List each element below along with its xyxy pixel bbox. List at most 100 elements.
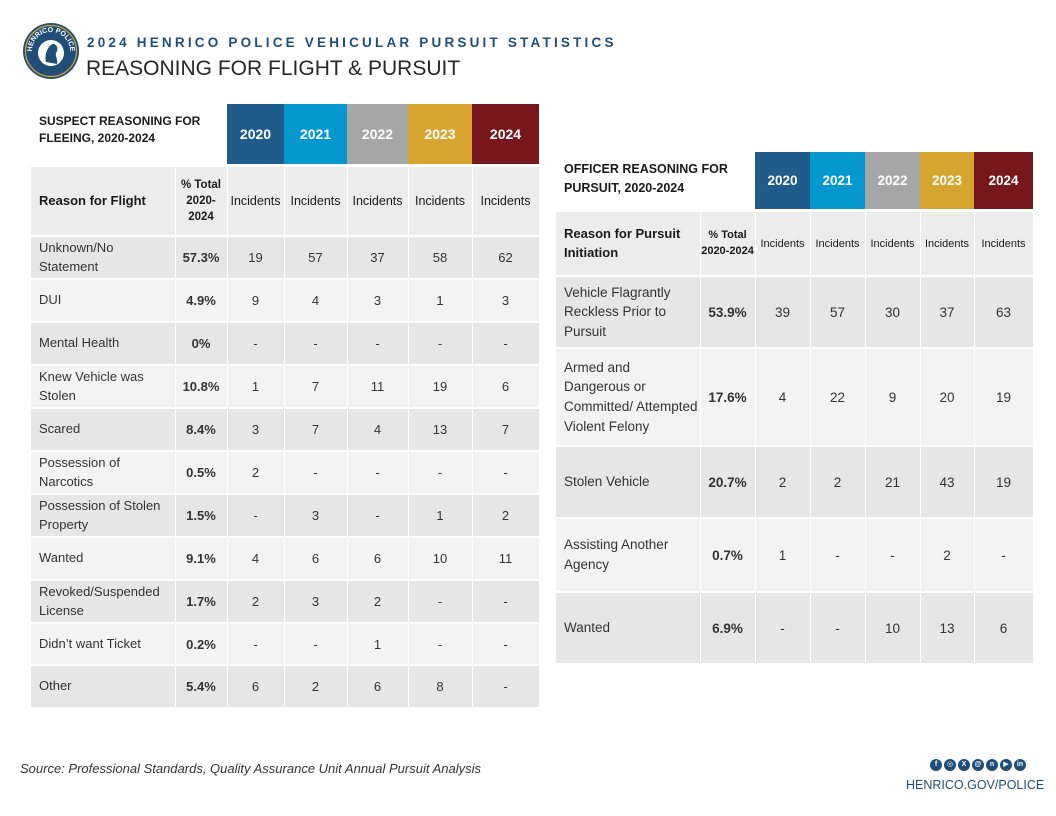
incidents-2020: 9 [227, 279, 285, 323]
incidents-2021: - [284, 322, 348, 366]
incidents-2021: 6 [284, 537, 348, 581]
row-pct-total: 8.4% [175, 408, 228, 452]
incidents-2022: 4 [347, 408, 409, 452]
incidents-2023: - [408, 451, 473, 495]
table-row: DUI 4.9% 9 4 3 1 3 [31, 279, 540, 323]
row-reason: Possession of Narcotics [31, 451, 176, 495]
incidents-2020: 2 [755, 446, 811, 519]
incidents-2020: - [227, 623, 285, 666]
year-header-2023: 2023 [920, 152, 975, 209]
year-header-2020: 2020 [755, 152, 811, 209]
row-reason: Other [31, 665, 176, 709]
incidents-2023: 1 [408, 279, 473, 323]
incidents-2020: - [227, 322, 285, 366]
incidents-2021: 4 [284, 279, 348, 323]
column-header-incidents: Incidents [974, 212, 1034, 277]
table-row: Knew Vehicle was Stolen 10.8% 1 7 11 19 6 [31, 365, 540, 409]
incidents-2022: 1 [347, 623, 409, 666]
column-header-incidents: Incidents [755, 212, 811, 277]
incidents-2020: - [227, 494, 285, 538]
incidents-2021: 57 [284, 236, 348, 280]
x-icon[interactable]: X [958, 759, 970, 771]
column-header-incidents: Incidents [408, 167, 473, 237]
henrico-police-seal: HENRICO POLICE [23, 23, 79, 79]
table-row: Possession of Stolen Property 1.5% -3-1 2 [31, 494, 540, 538]
nextdoor-icon[interactable]: n [986, 759, 998, 771]
row-pct-total: 0.2% [175, 623, 228, 666]
row-pct-total: 4.9% [175, 279, 228, 323]
row-reason: Stolen Vehicle [556, 446, 701, 519]
column-header-incidents: Incidents [920, 212, 975, 277]
incidents-2022: 11 [347, 365, 409, 409]
incidents-2020: 2 [227, 451, 285, 495]
incidents-2023: - [408, 623, 473, 666]
row-reason: Wanted [31, 537, 176, 581]
incidents-2024: 6 [974, 592, 1034, 665]
incidents-2021: 3 [284, 494, 348, 538]
column-header-pct: % Total 2020-2024 [700, 212, 756, 277]
row-pct-total: 0.7% [700, 518, 756, 593]
row-pct-total: 10.8% [175, 365, 228, 409]
row-pct-total: 1.7% [175, 580, 228, 624]
incidents-2024: - [472, 322, 540, 366]
row-reason: Wanted [556, 592, 701, 665]
incidents-2020: 39 [755, 276, 811, 349]
incidents-2022: 21 [865, 446, 921, 519]
table-year-header: OFFICER REASONING FOR PURSUIT, 2020-2024… [556, 152, 1034, 209]
incidents-2023: 1 [408, 494, 473, 538]
row-pct-total: 17.6% [700, 348, 756, 447]
row-reason: Mental Health [31, 322, 176, 366]
incidents-2024: 62 [472, 236, 540, 280]
threads-icon[interactable]: @ [972, 759, 984, 771]
year-header-2024: 2024 [974, 152, 1034, 209]
column-header-reason: Reason for Flight [31, 167, 176, 237]
row-reason: Vehicle Flagrantly Reckless Prior to Pur… [556, 276, 701, 349]
column-header-incidents: Incidents [865, 212, 921, 277]
youtube-icon[interactable]: ▶ [1000, 759, 1012, 771]
row-reason: Unknown/No Statement [31, 236, 176, 280]
incidents-2024: 19 [974, 348, 1034, 447]
table-row: Other 5.4% 6 2 6 8- [31, 665, 540, 709]
incidents-2024: 63 [974, 276, 1034, 349]
incidents-2024: - [472, 623, 540, 666]
incidents-2023: 13 [920, 592, 975, 665]
year-header-2024: 2024 [472, 104, 539, 164]
table-year-header: SUSPECT REASONING FOR FLEEING, 2020-2024… [31, 104, 539, 164]
row-reason: Didn’t want Ticket [31, 623, 176, 666]
incidents-2020: 1 [227, 365, 285, 409]
incidents-2021: 7 [284, 365, 348, 409]
column-header-incidents: Incidents [284, 167, 348, 237]
facebook-icon[interactable]: f [930, 759, 942, 771]
incidents-2021: - [284, 623, 348, 666]
row-pct-total: 5.4% [175, 665, 228, 709]
incidents-2024: 2 [472, 494, 540, 538]
table-row: Scared 8.4% 3 7 4 13 7 [31, 408, 540, 452]
table-row: Vehicle Flagrantly Reckless Prior to Pur… [556, 276, 1034, 349]
incidents-2021: 2 [284, 665, 348, 709]
row-pct-total: 0.5% [175, 451, 228, 495]
incidents-2021: - [284, 451, 348, 495]
column-header-incidents: Incidents [347, 167, 409, 237]
table-row: Revoked/Suspended License 1.7% 2 3 2- - [31, 580, 540, 624]
table-row: Didn’t want Ticket 0.2% - -1- - [31, 623, 540, 666]
incidents-2021: - [810, 592, 866, 665]
incidents-2022: 2 [347, 580, 409, 624]
incidents-2022: 37 [347, 236, 409, 280]
table-row: Unknown/No Statement 57.3% 19 57 37 58 62 [31, 236, 540, 280]
officer-reasoning-table: OFFICER REASONING FOR PURSUIT, 2020-2024… [556, 152, 1034, 665]
incidents-2024: 7 [472, 408, 540, 452]
website-link[interactable]: HENRICO.GOV/POLICE [906, 778, 1045, 792]
incidents-2023: - [408, 580, 473, 624]
incidents-2021: 2 [810, 446, 866, 519]
incidents-2024: - [472, 451, 540, 495]
social-links: f ◎ X @ n ▶ in [930, 759, 1026, 771]
table-row: Wanted 9.1% 4 6 6 10 11 [31, 537, 540, 581]
incidents-2024: 19 [974, 446, 1034, 519]
incidents-2022: 30 [865, 276, 921, 349]
instagram-icon[interactable]: ◎ [944, 759, 956, 771]
incidents-2020: 4 [227, 537, 285, 581]
table-row: Wanted 6.9% - -10 13 6 [556, 592, 1034, 665]
linkedin-icon[interactable]: in [1014, 759, 1026, 771]
row-pct-total: 0% [175, 322, 228, 366]
row-pct-total: 53.9% [700, 276, 756, 349]
